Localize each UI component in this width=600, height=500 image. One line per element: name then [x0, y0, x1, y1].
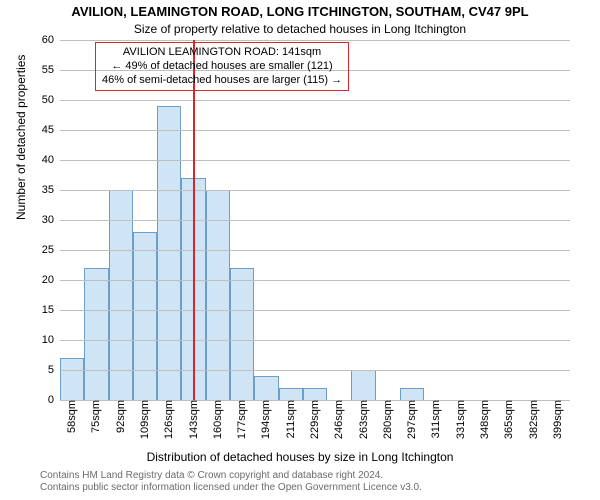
- plot-area: 051015202530354045505560 58sqm75sqm92sqm…: [60, 40, 570, 400]
- histogram-bar: [351, 370, 375, 400]
- y-tick-label: 25: [42, 244, 54, 256]
- y-tick-label: 45: [42, 124, 54, 136]
- gridline: [60, 40, 570, 41]
- credit-line-1: Contains HM Land Registry data © Crown c…: [40, 470, 422, 482]
- histogram-bar: [400, 388, 424, 400]
- histogram-bar: [157, 106, 181, 400]
- histogram-bar: [109, 190, 133, 400]
- gridline: [60, 280, 570, 281]
- gridline: [60, 310, 570, 311]
- x-tick-label: 160sqm: [212, 400, 224, 439]
- x-tick-label: 331sqm: [455, 400, 467, 439]
- chart-container: AVILION, LEAMINGTON ROAD, LONG ITCHINGTO…: [0, 0, 600, 500]
- histogram-bar: [254, 376, 278, 400]
- x-tick-label: 311sqm: [430, 400, 442, 438]
- y-tick-label: 0: [48, 394, 54, 406]
- x-tick-label: 109sqm: [139, 400, 151, 439]
- histogram-bar: [279, 388, 303, 400]
- x-tick-label: 280sqm: [382, 400, 394, 439]
- info-line-3: 46% of semi-detached houses are larger (…: [102, 74, 342, 88]
- x-tick-label: 382sqm: [528, 400, 540, 439]
- x-tick-label: 126sqm: [163, 400, 175, 439]
- gridline: [60, 190, 570, 191]
- x-tick-label: 263sqm: [358, 400, 370, 439]
- x-tick-label: 58sqm: [66, 400, 78, 433]
- y-tick-label: 40: [42, 154, 54, 166]
- histogram-bar: [60, 358, 84, 400]
- info-line-1: AVILION LEAMINGTON ROAD: 141sqm: [102, 46, 342, 60]
- gridline: [60, 340, 570, 341]
- x-axis-title: Distribution of detached houses by size …: [0, 450, 600, 464]
- y-tick-label: 30: [42, 214, 54, 226]
- x-tick-label: 92sqm: [115, 400, 127, 433]
- y-tick-label: 20: [42, 274, 54, 286]
- x-tick-label: 348sqm: [479, 400, 491, 439]
- chart-subtitle: Size of property relative to detached ho…: [0, 22, 600, 36]
- histogram-bar: [230, 268, 254, 400]
- y-tick-label: 15: [42, 304, 54, 316]
- gridline: [60, 100, 570, 101]
- histogram-bar: [133, 232, 157, 400]
- x-tick-label: 399sqm: [552, 400, 564, 439]
- x-tick-label: 211sqm: [285, 400, 297, 438]
- gridline: [60, 370, 570, 371]
- histogram-bar: [206, 190, 230, 400]
- histogram-bar: [84, 268, 108, 400]
- x-tick-label: 246sqm: [333, 400, 345, 439]
- y-tick-label: 35: [42, 184, 54, 196]
- x-tick-label: 75sqm: [90, 400, 102, 433]
- marker-line: [193, 40, 195, 400]
- x-tick-label: 143sqm: [188, 400, 200, 439]
- x-tick-label: 229sqm: [309, 400, 321, 439]
- histogram-bar: [303, 388, 327, 400]
- x-tick-label: 365sqm: [503, 400, 515, 439]
- y-tick-label: 10: [42, 334, 54, 346]
- x-tick-label: 297sqm: [406, 400, 418, 439]
- info-box: AVILION LEAMINGTON ROAD: 141sqm ← 49% of…: [95, 42, 349, 91]
- credit-text: Contains HM Land Registry data © Crown c…: [40, 470, 422, 494]
- credit-line-2: Contains public sector information licen…: [40, 482, 422, 494]
- gridline: [60, 250, 570, 251]
- y-tick-label: 5: [48, 364, 54, 376]
- x-tick-label: 194sqm: [260, 400, 272, 439]
- x-tick-label: 177sqm: [236, 400, 248, 439]
- gridline: [60, 130, 570, 131]
- gridline: [60, 220, 570, 221]
- info-line-2: ← 49% of detached houses are smaller (12…: [102, 60, 342, 74]
- gridline: [60, 160, 570, 161]
- y-tick-label: 55: [42, 64, 54, 76]
- y-tick-label: 60: [42, 34, 54, 46]
- y-tick-label: 50: [42, 94, 54, 106]
- y-axis-title: Number of detached properties: [14, 55, 28, 220]
- chart-title: AVILION, LEAMINGTON ROAD, LONG ITCHINGTO…: [0, 4, 600, 19]
